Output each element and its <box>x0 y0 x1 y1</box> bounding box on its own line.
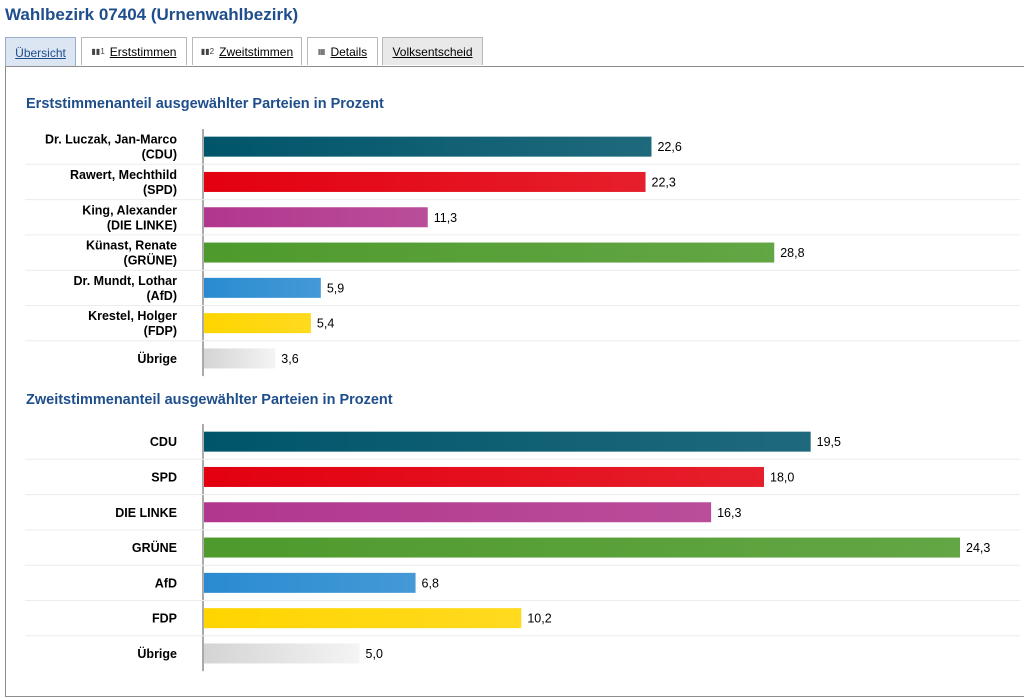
value-label: 5,4 <box>317 317 334 331</box>
bar-spd[interactable] <box>204 171 646 192</box>
bar-chart-1-icon: ▮▮1 <box>91 47 105 56</box>
category-label: DIE LINKE <box>115 506 177 520</box>
tab-volksentscheid[interactable]: Volksentscheid <box>382 37 483 65</box>
bar-die-linke[interactable] <box>204 502 712 523</box>
value-label: 24,3 <box>966 541 990 555</box>
value-label: 16,3 <box>717 506 741 520</box>
chart-title-zweitstimmen: Zweitstimmenanteil ausgewählter Parteien… <box>26 392 393 408</box>
bar-die-linke[interactable] <box>204 207 428 228</box>
bar-grüne[interactable] <box>204 242 775 263</box>
bar-spd[interactable] <box>204 466 764 487</box>
bar-cdu[interactable] <box>204 136 652 157</box>
bar-grüne[interactable] <box>204 537 960 558</box>
category-label: CDU <box>150 435 177 449</box>
category-label: Künast, Renate <box>86 239 177 253</box>
category-label: (SPD) <box>143 183 177 197</box>
category-label: King, Alexander <box>82 203 177 217</box>
category-label: (DIE LINKE) <box>107 218 177 232</box>
tab-label: Volksentscheid <box>392 44 473 59</box>
tab-label: Übersicht <box>15 45 66 60</box>
category-label: SPD <box>151 470 177 484</box>
value-label: 22,3 <box>652 175 676 189</box>
tab-label: Zweitstimmen <box>219 44 294 59</box>
category-label: FDP <box>152 612 177 626</box>
value-label: 18,0 <box>770 470 794 484</box>
value-label: 5,0 <box>366 647 383 661</box>
bar-übrige[interactable] <box>204 643 360 664</box>
tab-details[interactable]: ▦ Details <box>307 37 378 65</box>
category-label: Rawert, Mechthild <box>70 168 177 182</box>
tab-label: Erststimmen <box>109 44 177 59</box>
category-label: (AfD) <box>146 289 177 303</box>
value-label: 3,6 <box>281 352 298 366</box>
tab-label: Details <box>330 44 368 59</box>
category-label: Übrige <box>137 646 177 661</box>
category-label: Dr. Luczak, Jan-Marco <box>45 133 177 147</box>
value-label: 10,2 <box>527 612 551 626</box>
tab-uebersicht[interactable]: Übersicht <box>5 37 76 67</box>
category-label: (CDU) <box>142 148 177 162</box>
bar-cdu[interactable] <box>204 431 811 452</box>
category-label: (GRÜNE) <box>124 253 177 268</box>
value-label: 28,8 <box>780 246 804 260</box>
category-label: (FDP) <box>144 324 177 338</box>
category-label: Übrige <box>137 351 177 366</box>
value-label: 19,5 <box>817 435 841 449</box>
bar-afd[interactable] <box>204 572 416 593</box>
page-title: Wahlbezirk 07404 (Urnenwahlbezirk) <box>5 5 299 24</box>
chart-title-erststimmen: Erststimmenanteil ausgewählter Parteien … <box>26 96 384 112</box>
category-label: AfD <box>155 576 177 590</box>
bar-fdp[interactable] <box>204 313 311 334</box>
bar-chart-2-icon: ▮▮2 <box>200 47 215 56</box>
bar-übrige[interactable] <box>204 348 276 369</box>
value-label: 22,6 <box>657 140 681 154</box>
category-label: Dr. Mundt, Lothar <box>74 274 178 288</box>
table-icon: ▦ <box>317 47 326 56</box>
bar-fdp[interactable] <box>204 608 522 629</box>
tab-zweitstimmen[interactable]: ▮▮2 Zweitstimmen <box>192 37 302 65</box>
category-label: GRÜNE <box>132 540 177 555</box>
value-label: 11,3 <box>434 211 457 225</box>
value-label: 5,9 <box>327 281 344 295</box>
value-label: 6,8 <box>422 576 439 590</box>
content-panel <box>5 66 1024 697</box>
tab-erststimmen[interactable]: ▮▮1 Erststimmen <box>81 37 187 65</box>
category-label: Krestel, Holger <box>88 309 177 323</box>
bar-afd[interactable] <box>204 277 321 298</box>
